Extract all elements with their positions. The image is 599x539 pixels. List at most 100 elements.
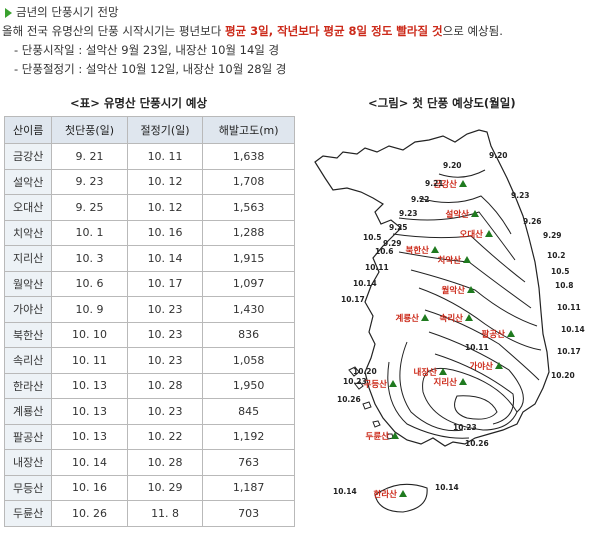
isoline-labels: 9.209.209.219.229.239.239.259.269.299.29… (333, 151, 585, 496)
jeju-island (374, 483, 428, 513)
triangle-marker-icon (389, 380, 397, 387)
mountain-name-cell: 지리산 (3, 245, 53, 272)
table-row: 가야산 10. 9 10. 23 1,430 (3, 296, 295, 323)
peninsula-outline (314, 129, 550, 447)
section-title: 금년의 단풍시기 전망 (2, 3, 503, 22)
isoline-label: 10.23 (343, 377, 367, 386)
isoline-label: 9.26 (523, 217, 542, 226)
table-cell: 9. 25 (51, 194, 128, 221)
table-cell: 10. 9 (51, 296, 128, 323)
table-cell: 763 (202, 449, 295, 476)
triangle-marker-icon (507, 330, 515, 337)
table-cell: 836 (202, 321, 295, 348)
mountain-name-cell: 계룡산 (3, 398, 53, 425)
triangle-marker-icon (467, 286, 475, 293)
summary-tail: 으로 예상됨. (442, 24, 503, 38)
isoline-label: 10.11 (557, 303, 581, 312)
table-cell: 9. 23 (51, 168, 128, 195)
table-row: 치악산 10. 1 10. 16 1,288 (3, 219, 295, 246)
isoline-label: 10.17 (341, 295, 365, 304)
mountain-label: 설악산 (446, 209, 470, 220)
isoline-label: 10.5 (551, 267, 570, 276)
table-cell: 10. 11 (126, 143, 204, 170)
triangle-marker-icon (399, 490, 407, 497)
table-cell: 845 (202, 398, 295, 425)
isoline-label: 9.20 (489, 151, 508, 160)
mountain-label: 금강산 (434, 179, 458, 190)
table-header-row: 산이름 첫단풍(일) 절정기(일) 해발고도(m) (3, 116, 295, 144)
triangle-marker-icon (495, 362, 503, 369)
isoline-label: 10.23 (453, 423, 477, 432)
mountain-marker: 북한산 (406, 245, 439, 256)
table-cell: 703 (202, 500, 295, 527)
mountain-marker: 가야산 (470, 361, 503, 372)
foliage-table: 산이름 첫단풍(일) 절정기(일) 해발고도(m) 금강산 9. 21 10. 11 1,6… (3, 116, 295, 527)
mountain-name-cell: 가야산 (3, 296, 53, 323)
table-row: 지리산 10. 3 10. 14 1,915 (3, 245, 295, 272)
table-cell: 10. 28 (126, 372, 204, 399)
table-cell: 1,430 (202, 296, 295, 323)
mountain-marker: 한라산 (374, 489, 407, 500)
table-cell: 10. 17 (126, 270, 204, 297)
triangle-marker-icon (465, 314, 473, 321)
isoline-label: 9.20 (443, 161, 462, 170)
isoline-label: 10.17 (557, 347, 581, 356)
mountain-label: 팔공산 (482, 329, 506, 340)
isoline-label: 10.5 (363, 233, 382, 242)
table-cell: 1,192 (202, 423, 295, 450)
intro-section: 금년의 단풍시기 전망 올해 전국 유명산의 단풍 시작시기는 평년보다 평균 … (2, 3, 503, 79)
mountain-marker: 설악산 (446, 209, 479, 220)
isoline-label: 9.29 (383, 239, 402, 248)
table-row: 오대산 9. 25 10. 12 1,563 (3, 194, 295, 221)
mountain-name-cell: 설악산 (3, 168, 53, 195)
mountain-name-cell: 두륜산 (3, 500, 53, 527)
table-row: 월악산 10. 6 10. 17 1,097 (3, 270, 295, 297)
figure-caption: <그림> 첫 단풍 예상도(월일) (368, 96, 516, 110)
mountain-marker: 지리산 (434, 377, 467, 388)
table-cell: 10. 23 (126, 321, 204, 348)
isoline-label: 9.23 (511, 191, 530, 200)
table-cell: 1,950 (202, 372, 295, 399)
isoline-label: 10.8 (555, 281, 574, 290)
triangle-marker-icon (459, 378, 467, 385)
isoline-label: 10.6 (375, 247, 394, 256)
mountain-name-cell: 한라산 (3, 372, 53, 399)
table-row: 계룡산 10. 13 10. 23 845 (3, 398, 295, 425)
mountain-label: 오대산 (460, 229, 484, 240)
mountain-marker: 무등산 (364, 379, 397, 390)
mountain-marker: 내장산 (414, 367, 447, 378)
table-cell: 1,288 (202, 219, 295, 246)
mountain-marker: 오대산 (460, 229, 493, 240)
section-title-text: 금년의 단풍시기 전망 (16, 5, 119, 19)
table-row: 설악산 9. 23 10. 12 1,708 (3, 168, 295, 195)
isoline-label: 10.2 (547, 251, 566, 260)
table-cell: 10. 26 (51, 500, 128, 527)
table-cell: 10. 13 (51, 372, 128, 399)
triangle-marker-icon (439, 368, 447, 375)
table-cell: 1,708 (202, 168, 295, 195)
west-island (348, 366, 394, 440)
mountain-label: 한라산 (374, 489, 398, 500)
mountain-name-cell: 팔공산 (3, 423, 53, 450)
table-cell: 10. 12 (126, 194, 204, 221)
mountain-marker: 계룡산 (396, 313, 429, 324)
table-cell: 9. 21 (51, 143, 128, 170)
table-row: 무등산 10. 16 10. 29 1,187 (3, 474, 295, 501)
table-cell: 1,187 (202, 474, 295, 501)
mountain-name-cell: 금강산 (3, 143, 53, 170)
start-date-line: - 단풍시작일 : 설악산 9월 23일, 내장산 10월 14일 경 (14, 43, 280, 57)
triangle-marker-icon (459, 180, 467, 187)
mountain-marker: 속리산 (440, 313, 473, 324)
table-cell: 1,638 (202, 143, 295, 170)
table-row: 두륜산 10. 26 11. 8 703 (3, 500, 295, 527)
table-cell: 10. 23 (126, 347, 204, 374)
mountain-marker: 두륜산 (366, 431, 399, 442)
isoline-label: 10.20 (353, 367, 377, 376)
isoline-label: 10.14 (353, 279, 377, 288)
isoline-label: 9.23 (399, 209, 418, 218)
mountain-name-cell: 월악산 (3, 270, 53, 297)
table-cell: 10. 23 (126, 296, 204, 323)
table-cell: 10. 14 (51, 449, 128, 476)
triangle-marker-icon (421, 314, 429, 321)
